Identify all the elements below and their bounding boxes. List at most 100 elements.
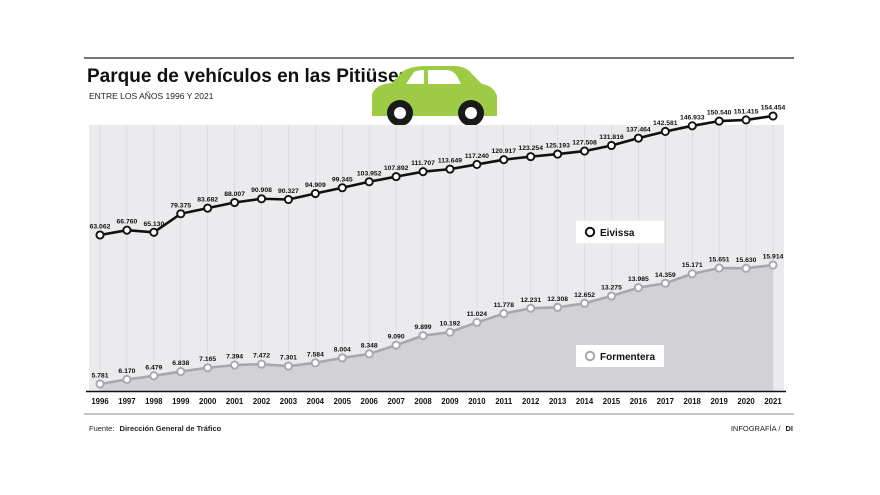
eivissa-point xyxy=(176,209,186,219)
eivissa-point xyxy=(203,203,213,213)
eivissa-point xyxy=(580,146,590,156)
eivissa-value-label: 88.007 xyxy=(224,191,245,198)
eivissa-point xyxy=(606,140,617,151)
eivissa-value-label: 113.649 xyxy=(438,158,462,165)
eivissa-point xyxy=(445,164,455,174)
eivissa-panel xyxy=(89,125,784,255)
x-tick-label: 2010 xyxy=(468,397,486,406)
formentera-point xyxy=(768,260,778,270)
eivissa-value-label: 94.909 xyxy=(305,182,326,189)
formentera-point xyxy=(256,359,267,369)
formentera-value-label: 12.308 xyxy=(547,296,568,303)
eivissa-point xyxy=(364,177,374,187)
grid xyxy=(99,125,774,391)
formentera-value-label: 11.024 xyxy=(467,311,488,318)
x-tick-label: 2012 xyxy=(522,397,540,406)
x-tick-label: 1998 xyxy=(145,397,163,406)
eivissa-point xyxy=(660,126,670,137)
eivissa-value-label: 154.454 xyxy=(761,105,786,112)
x-tick-label: 2016 xyxy=(630,397,648,406)
eivissa-value-label: 66.760 xyxy=(117,219,138,226)
formentera-value-label: 13.275 xyxy=(601,284,622,291)
formentera-point xyxy=(741,263,751,273)
formentera-point xyxy=(553,302,563,312)
formentera-value-label: 7.394 xyxy=(226,354,243,361)
x-tick-label: 2001 xyxy=(226,397,244,406)
eivissa-point xyxy=(230,197,240,208)
formentera-point xyxy=(606,291,617,301)
legend-formentera-marker xyxy=(584,350,596,362)
credit-label: INFOGRAFÍA / xyxy=(731,424,782,433)
formentera-point xyxy=(687,269,697,279)
formentera-value-label: 7.472 xyxy=(253,353,270,360)
eivissa-point xyxy=(741,115,751,125)
formentera-point xyxy=(364,349,374,359)
x-tick-label: 2008 xyxy=(414,397,432,406)
x-tick-label: 2014 xyxy=(576,397,594,406)
formentera-value-label: 7.165 xyxy=(199,356,216,363)
formentera-value-label: 5.781 xyxy=(91,373,108,380)
formentera-value-label: 15.914 xyxy=(763,254,784,261)
formentera-value-label: 9.090 xyxy=(388,334,405,341)
legend-formentera-label: Formentera xyxy=(600,352,655,363)
eivissa-value-label: 90.327 xyxy=(278,188,299,195)
formentera-point xyxy=(526,303,536,313)
eivissa-point xyxy=(418,167,428,177)
x-tick-label: 2021 xyxy=(764,397,782,406)
eivissa-value-label: 99.345 xyxy=(332,176,353,183)
legend-eivissa-label: Eivissa xyxy=(600,228,635,239)
chart-subtitle: ENTRE LOS AÑOS 1996 Y 2021 xyxy=(89,91,214,101)
legend-eivissa-marker xyxy=(584,226,596,238)
formentera-point xyxy=(472,317,482,327)
eivissa-point xyxy=(256,194,267,204)
formentera-value-label: 14.359 xyxy=(655,272,676,279)
eivissa-point xyxy=(499,155,509,165)
formentera-value-label: 11.778 xyxy=(494,302,515,309)
x-tick-label: 2013 xyxy=(549,397,567,406)
eivissa-value-label: 127.508 xyxy=(572,140,597,147)
formentera-point xyxy=(418,331,428,341)
formentera-value-label: 6.838 xyxy=(172,360,189,367)
formentera-value-label: 6.479 xyxy=(145,364,162,371)
eivissa-point xyxy=(310,188,320,199)
legend-eivissa: Eivissa xyxy=(576,221,664,243)
formentera-point xyxy=(337,353,347,363)
x-tick-label: 2007 xyxy=(387,397,404,406)
x-tick-label: 1997 xyxy=(118,397,135,406)
x-tick-label: 2005 xyxy=(334,397,352,406)
x-tick-label: 1996 xyxy=(91,397,109,406)
car-icon xyxy=(372,66,497,126)
eivissa-value-label: 103.952 xyxy=(357,170,382,177)
formentera-point xyxy=(391,340,401,350)
credit-name: DI xyxy=(786,424,794,433)
formentera-point xyxy=(230,360,240,370)
formentera-point xyxy=(499,309,509,319)
formentera-value-label: 12.652 xyxy=(574,292,595,299)
eivissa-point xyxy=(633,133,643,143)
x-tick-label: 2015 xyxy=(603,397,621,406)
formentera-value-label: 7.301 xyxy=(280,355,297,362)
formentera-point xyxy=(283,361,293,371)
formentera-value-label: 6.170 xyxy=(118,368,135,375)
formentera-value-label: 7.584 xyxy=(307,351,324,358)
x-tick-label: 1999 xyxy=(172,397,190,406)
formentera-point xyxy=(122,374,132,384)
x-tick-label: 2018 xyxy=(684,397,702,406)
source-label: Fuente: xyxy=(89,424,114,433)
x-tick-label: 2011 xyxy=(495,397,513,406)
formentera-point xyxy=(445,327,455,337)
x-tick-label: 2003 xyxy=(280,397,298,406)
formentera-point xyxy=(203,363,213,373)
eivissa-point xyxy=(768,111,778,121)
x-tick-label: 2004 xyxy=(307,397,325,406)
eivissa-value-label: 125.193 xyxy=(545,143,570,150)
formentera-point xyxy=(714,263,724,273)
eivissa-point xyxy=(95,230,105,240)
formentera-value-label: 15.651 xyxy=(709,257,730,264)
eivissa-value-label: 151.415 xyxy=(734,108,759,115)
source-name: Dirección General de Tráfico xyxy=(120,424,222,433)
eivissa-value-label: 65.130 xyxy=(143,221,164,228)
formentera-value-label: 10.192 xyxy=(440,321,461,328)
eivissa-point xyxy=(337,183,347,193)
